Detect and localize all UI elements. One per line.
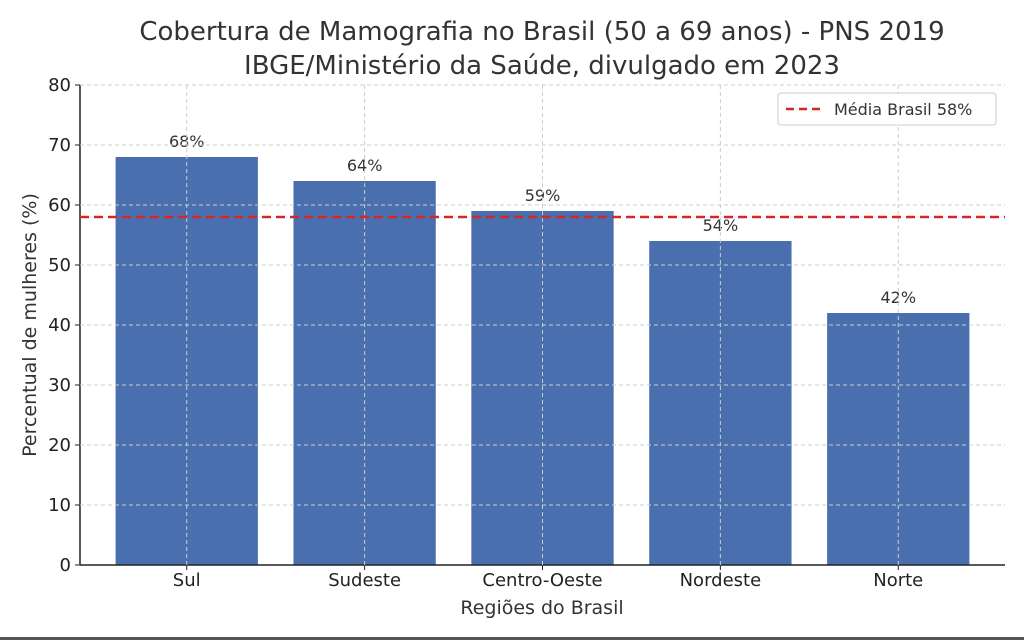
y-tick-label: 40 [48, 315, 71, 336]
y-tick-label: 70 [48, 135, 71, 156]
x-tick-label: Sul [173, 570, 201, 591]
y-tick-label: 80 [48, 75, 71, 96]
chart-subtitle: IBGE/Ministério da Saúde, divulgado em 2… [244, 51, 840, 81]
legend-label: Média Brasil 58% [834, 100, 972, 119]
y-axis-ticks: 0 10 20 30 40 50 60 70 80 [48, 75, 80, 576]
legend: Média Brasil 58% [777, 92, 997, 126]
y-axis-label: Percentual de mulheres (%) [19, 193, 41, 457]
bottom-border [0, 637, 1024, 640]
data-label: 59% [525, 186, 561, 205]
y-tick-label: 10 [48, 495, 71, 516]
legend-box [777, 92, 997, 126]
x-tick-label: Nordeste [680, 570, 762, 591]
x-tick-label: Centro-Oeste [482, 570, 602, 591]
y-tick-label: 60 [48, 195, 71, 216]
grid [80, 84, 1005, 565]
y-tick-label: 30 [48, 375, 71, 396]
x-tick-label: Norte [873, 570, 923, 591]
y-tick-label: 0 [60, 555, 71, 576]
x-axis-ticks: Sul Sudeste Centro-Oeste Nordeste Norte [173, 565, 923, 591]
chart-title: Cobertura de Mamografia no Brasil (50 a … [139, 17, 944, 47]
y-tick-label: 50 [48, 255, 71, 276]
y-tick-label: 20 [48, 435, 71, 456]
x-tick-label: Sudeste [328, 570, 401, 591]
x-axis-label: Regiões do Brasil [460, 597, 623, 619]
